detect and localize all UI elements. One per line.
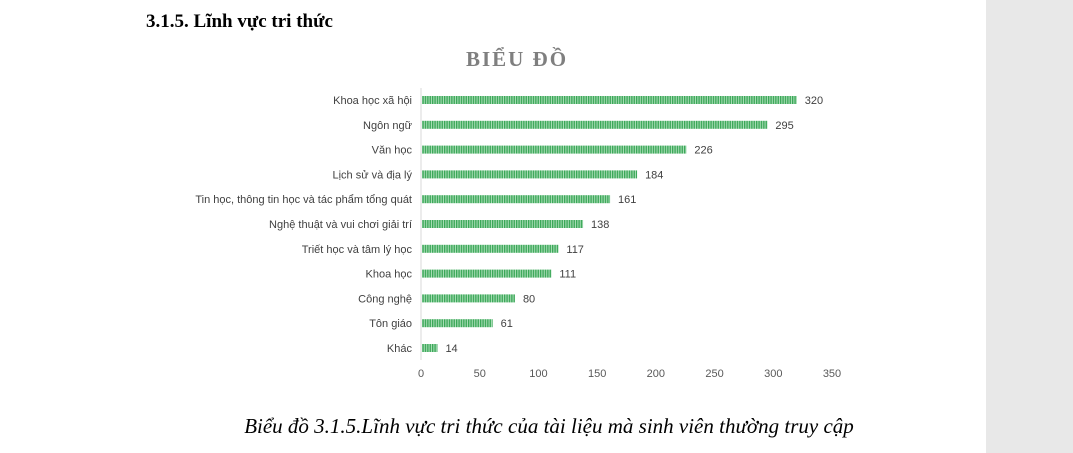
bar-chart: BIỂU ĐỒ Khoa học xã hội 320 Ngôn ngữ 295 Văn… [195,47,841,380]
section-heading: 3.1.5. Lĩnh vực tri thức [146,11,333,32]
category-label: Tôn giáo [369,318,412,330]
data-label: 138 [591,219,609,231]
x-tick-label: 100 [529,368,547,380]
data-label: 61 [501,318,513,330]
x-tick-label: 0 [418,368,424,380]
data-label: 320 [805,95,823,107]
category-label: Triết học và tâm lý học [302,244,413,256]
category-label: Khác [387,343,413,355]
bar [422,120,768,129]
bar [422,269,552,278]
category-label: Lịch sử và địa lý [332,169,412,181]
bar [422,294,515,303]
bar [422,195,611,204]
category-label: Khoa học [366,269,413,281]
x-tick-label: 200 [647,368,665,380]
x-tick-label: 50 [474,368,486,380]
side-panel [986,0,1073,453]
x-tick-label: 250 [705,368,723,380]
category-label: Nghệ thuật và vui chơi giải trí [269,219,412,231]
bar [422,319,493,328]
category-label: Khoa học xã hội [333,95,412,107]
x-tick-label: 150 [588,368,606,380]
bar [422,244,559,253]
chart-title: BIỂU ĐỒ [466,47,568,71]
data-label: 295 [775,120,793,132]
data-label: 80 [523,293,535,305]
data-label: 161 [618,194,636,206]
bar [422,344,438,352]
x-tick-label: 300 [764,368,782,380]
bar [422,96,797,104]
category-label: Tin học, thông tin học và tác phẩm tổng … [195,194,412,206]
data-label: 226 [694,145,712,157]
x-tick-label: 350 [823,368,841,380]
figure-caption: Biểu đồ 3.1.5.Lĩnh vực tri thức của tài … [244,414,854,438]
chart-plot-area: Khoa học xã hội 320 Ngôn ngữ 295 Văn học 226 L… [195,88,841,380]
category-label: Văn học [372,145,413,157]
category-label: Công nghệ [358,293,412,305]
bar [422,170,638,179]
data-label: 14 [445,343,457,355]
data-label: 111 [559,269,576,281]
data-label: 184 [645,169,663,181]
category-label: Ngôn ngữ [363,120,413,132]
bar [422,220,584,228]
bar [422,145,687,154]
data-label: 117 [566,244,584,256]
